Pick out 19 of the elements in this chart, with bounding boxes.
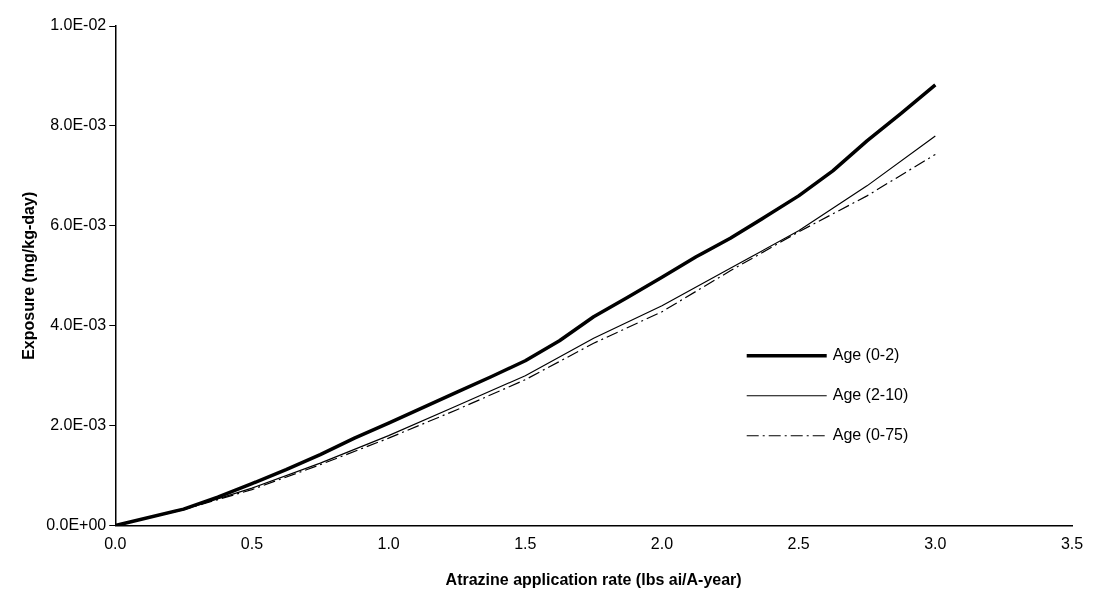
y-tick-label: 8.0E-03 — [50, 116, 107, 134]
y-tick-label: 2.0E-03 — [50, 416, 107, 434]
y-axis-title: Exposure (mg/kg-day) — [20, 191, 38, 360]
legend-label: Age (2-10) — [832, 386, 909, 404]
y-tick-label: 1.0E-02 — [50, 16, 107, 34]
x-axis-title: Atrazine application rate (lbs ai/A-year) — [445, 570, 742, 588]
x-tick-label: 3.5 — [1060, 534, 1084, 552]
y-tick-label: 6.0E-03 — [50, 216, 107, 234]
x-tick-label: 2.0 — [650, 534, 674, 552]
x-tick-label: 1.5 — [514, 534, 537, 552]
legend-label: Age (0-75) — [832, 426, 909, 444]
x-tick-label: 1.0 — [377, 534, 400, 552]
x-tick-label: 3.0 — [924, 534, 947, 552]
legend-label: Age (0-2) — [832, 346, 900, 364]
y-tick-label: 4.0E-03 — [50, 316, 107, 334]
y-tick-label: 0.0E+00 — [46, 516, 107, 534]
x-tick-label: 2.5 — [787, 534, 810, 552]
x-tick-label: 0.5 — [240, 534, 264, 552]
x-tick-label: 0.0 — [104, 534, 127, 552]
